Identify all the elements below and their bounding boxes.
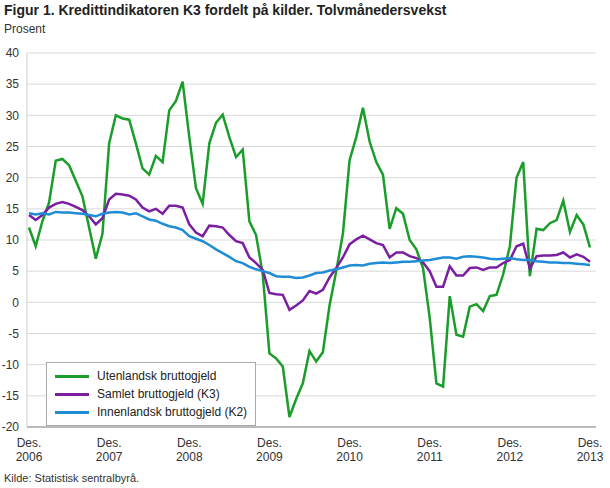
svg-text:30: 30 [8,109,19,123]
html-text:Samlet bruttogjeld (K3): Samlet bruttogjeld (K3) [97,387,220,401]
svg-text:Des.2010: Des.2010 [336,436,363,464]
svg-text:40: 40 [8,46,19,60]
svg-text:10: 10 [8,233,19,247]
svg-text:5: 5 [12,264,19,278]
svg-text:-10: -10 [8,358,19,372]
svg-text:Des.2012: Des.2012 [497,436,524,464]
svg-text:Des.2007: Des.2007 [96,436,123,464]
html-text:Kilde: Statistisk sentralbyrå.: Kilde: Statistisk sentralbyrå. [4,472,140,484]
svg-text:Des.2008: Des.2008 [176,436,203,464]
svg-text:-5: -5 [8,327,19,341]
svg-text:-15: -15 [8,389,19,403]
html-text:Utenlandsk bruttogjeld: Utenlandsk bruttogjeld [97,369,217,383]
html-text:Innenlandsk bruttogjeld (K2): Innenlandsk bruttogjeld (K2) [97,405,248,419]
svg-text:0: 0 [12,296,19,310]
svg-text:35: 35 [8,77,19,91]
html-text:Figur 1. Kredittindikatoren K3: Figur 1. Kredittindikatoren K3 fordelt p… [4,2,447,18]
html-text:Prosent: Prosent [4,22,46,36]
svg-text:Des.2006: Des.2006 [16,436,43,464]
svg-text:25: 25 [8,140,19,154]
svg-text:15: 15 [8,202,19,216]
svg-text:-20: -20 [8,420,19,434]
svg-text:Des.2009: Des.2009 [256,436,283,464]
svg-text:20: 20 [8,171,19,185]
svg-text:Des.2013: Des.2013 [577,436,602,464]
svg-text:Des.2011: Des.2011 [417,436,443,464]
